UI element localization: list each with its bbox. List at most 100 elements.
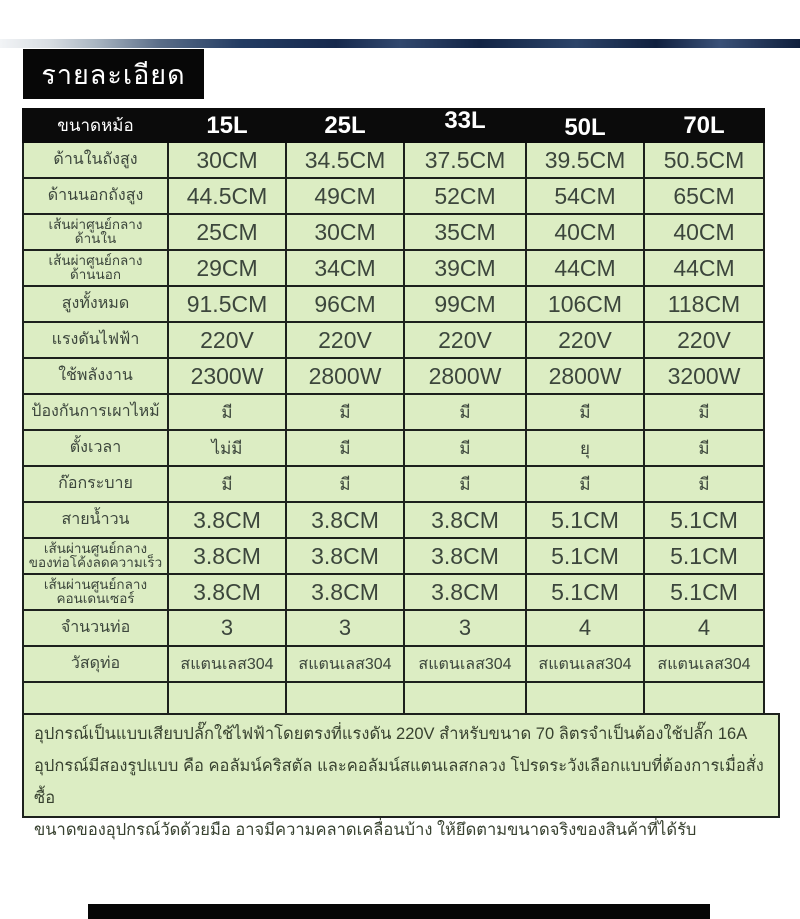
spec-value-cell: 4 xyxy=(643,609,765,647)
spec-value-cell: 52CM xyxy=(403,177,527,215)
row-label: ด้านนอกถังสูง xyxy=(22,177,169,215)
spec-value-cell: 106CM xyxy=(525,285,645,323)
spec-value-cell: 50.5CM xyxy=(643,141,765,179)
spec-value-cell: 220V xyxy=(167,321,287,359)
footer-note-line: อุปกรณ์เป็นแบบเสียบปลั๊กใช้ไฟฟ้าโดยตรงที… xyxy=(34,725,748,743)
spec-value-cell: 40CM xyxy=(525,213,645,251)
spec-value-cell: 220V xyxy=(643,321,765,359)
row-label: ด้านในถังสูง xyxy=(22,141,169,179)
photo-bottom-edge-strip xyxy=(0,39,800,48)
spec-value-cell: 5.1CM xyxy=(643,573,765,611)
spec-value-cell: 3.8CM xyxy=(403,573,527,611)
spec-value-cell xyxy=(403,681,527,719)
spec-value-cell: 65CM xyxy=(643,177,765,215)
spec-row: ด้านในถังสูง 30CM 34.5CM 37.5CM 39.5CM 50.5CM xyxy=(22,141,765,179)
spec-value-cell: 2800W xyxy=(525,357,645,395)
spec-value-cell: 37.5CM xyxy=(403,141,527,179)
row-label: เส้นผ่าศูนย์กลาง ด้านใน xyxy=(22,213,169,251)
spec-row: เส้นผ่าศูนย์กลาง ด้านนอก 29CM 34CM 39CM 44CM… xyxy=(22,249,765,287)
spec-value-cell: 35CM xyxy=(403,213,527,251)
row-label: สูงทั้งหมด xyxy=(22,285,169,323)
spec-value-cell: มี xyxy=(403,393,527,431)
spec-value-cell: มี xyxy=(643,465,765,503)
header-row: ขนาดหม้อ 15L 25L 33L 50L 70L xyxy=(22,108,765,143)
header-cell-size: 25L xyxy=(285,108,405,143)
spec-value-cell: มี xyxy=(525,465,645,503)
spec-table: ขนาดหม้อ 15L 25L 33L 50L 70L ด้านในถังสูง 30CM… xyxy=(22,108,765,719)
spec-value-cell xyxy=(525,681,645,719)
spec-value-cell: 54CM xyxy=(525,177,645,215)
spec-value-cell: 4 xyxy=(525,609,645,647)
row-label: ใช้พลังงาน xyxy=(22,357,169,395)
header-cell-size: 50L xyxy=(525,108,645,143)
spec-value-cell: มี xyxy=(167,393,287,431)
spec-value-cell: 44CM xyxy=(525,249,645,287)
spec-row: ใช้พลังงาน 2300W 2800W 2800W 2800W 3200W xyxy=(22,357,765,395)
spec-value-cell: 3.8CM xyxy=(403,501,527,539)
spec-value-cell: 34.5CM xyxy=(285,141,405,179)
spec-value-cell: 220V xyxy=(525,321,645,359)
spec-value-cell: 30CM xyxy=(167,141,287,179)
footer-note-box: อุปกรณ์เป็นแบบเสียบปลั๊กใช้ไฟฟ้าโดยตรงที… xyxy=(22,713,780,839)
spec-value-cell: มี xyxy=(643,429,765,467)
row-label: เส้นผ่านศูนย์กลาง ของท่อโค้งลดความเร็ว xyxy=(22,537,169,575)
spec-row: แรงดันไฟฟ้า 220V 220V 220V 220V 220V xyxy=(22,321,765,359)
spec-row: ตั้งเวลา ไม่มี มี มี ยุ มี xyxy=(22,429,765,467)
spec-value-cell: 96CM xyxy=(285,285,405,323)
header-cell-label: ขนาดหม้อ xyxy=(22,108,169,143)
spec-row: ก๊อกระบาย มี มี มี มี มี xyxy=(22,465,765,503)
spec-value-cell: 5.1CM xyxy=(525,501,645,539)
spec-row: เส้นผ่านศูนย์กลาง คอนเดนเซอร์ 3.8CM 3.8CM 3… xyxy=(22,573,765,611)
spec-value-cell: มี xyxy=(285,429,405,467)
spec-value-cell: 220V xyxy=(285,321,405,359)
spec-value-cell: มี xyxy=(167,465,287,503)
spec-value-cell: 2300W xyxy=(167,357,287,395)
spec-row: จำนวนท่อ 3 3 3 4 4 xyxy=(22,609,765,647)
spec-value-cell: 2800W xyxy=(403,357,527,395)
spec-value-cell: 99CM xyxy=(403,285,527,323)
bottom-divider-bar xyxy=(88,904,710,919)
header-cell-size: 70L xyxy=(643,108,765,143)
row-label: ตั้งเวลา xyxy=(22,429,169,467)
footer-note-line: ขนาดของอุปกรณ์วัดด้วยมือ อาจมีความคลาดเค… xyxy=(34,821,697,839)
spec-row: วัสดุท่อ สแตนเลส304 สแตนเลส304 สแตนเลส304 สแ… xyxy=(22,645,765,683)
header-cell-size: 33L xyxy=(403,108,527,143)
spec-value-cell: 3 xyxy=(167,609,287,647)
spec-value-cell: ไม่มี xyxy=(167,429,287,467)
spec-value-cell: สแตนเลส304 xyxy=(643,645,765,683)
row-label: เส้นผ่านศูนย์กลาง คอนเดนเซอร์ xyxy=(22,573,169,611)
spec-value-cell: 3 xyxy=(285,609,405,647)
spec-value-cell: สแตนเลส304 xyxy=(285,645,405,683)
spec-value-cell: ยุ xyxy=(525,429,645,467)
spec-row: สายน้ำวน 3.8CM 3.8CM 3.8CM 5.1CM 5.1CM xyxy=(22,501,765,539)
spec-value-cell: 40CM xyxy=(643,213,765,251)
row-label xyxy=(22,681,169,719)
spec-value-cell: มี xyxy=(403,429,527,467)
spec-row: ด้านนอกถังสูง 44.5CM 49CM 52CM 54CM 65CM xyxy=(22,177,765,215)
spec-value-cell: 3.8CM xyxy=(167,573,287,611)
spec-value-cell: 3.8CM xyxy=(285,501,405,539)
spec-value-cell: 39CM xyxy=(403,249,527,287)
section-title: รายละเอียด xyxy=(41,59,186,90)
spec-value-cell: สแตนเลส304 xyxy=(167,645,287,683)
spec-value-cell: 3.8CM xyxy=(285,573,405,611)
spec-value-cell: 5.1CM xyxy=(525,573,645,611)
spec-value-cell: มี xyxy=(525,393,645,431)
header-cell-size: 15L xyxy=(167,108,287,143)
spec-value-cell: 5.1CM xyxy=(643,501,765,539)
spec-row: เส้นผ่านศูนย์กลาง ของท่อโค้งลดความเร็ว 3.… xyxy=(22,537,765,575)
row-label: ก๊อกระบาย xyxy=(22,465,169,503)
spec-value-cell: สแตนเลส304 xyxy=(525,645,645,683)
spec-table-header: ขนาดหม้อ 15L 25L 33L 50L 70L xyxy=(22,108,765,143)
row-label: วัสดุท่อ xyxy=(22,645,169,683)
spec-value-cell: 5.1CM xyxy=(525,537,645,575)
spec-value-cell: 3200W xyxy=(643,357,765,395)
spec-value-cell: 220V xyxy=(403,321,527,359)
spec-value-cell: 25CM xyxy=(167,213,287,251)
spec-value-cell: 91.5CM xyxy=(167,285,287,323)
spec-value-cell: 3.8CM xyxy=(285,537,405,575)
spec-value-cell: มี xyxy=(285,393,405,431)
spec-value-cell xyxy=(285,681,405,719)
section-title-box: รายละเอียด xyxy=(23,49,204,99)
spec-value-cell: 3.8CM xyxy=(167,537,287,575)
